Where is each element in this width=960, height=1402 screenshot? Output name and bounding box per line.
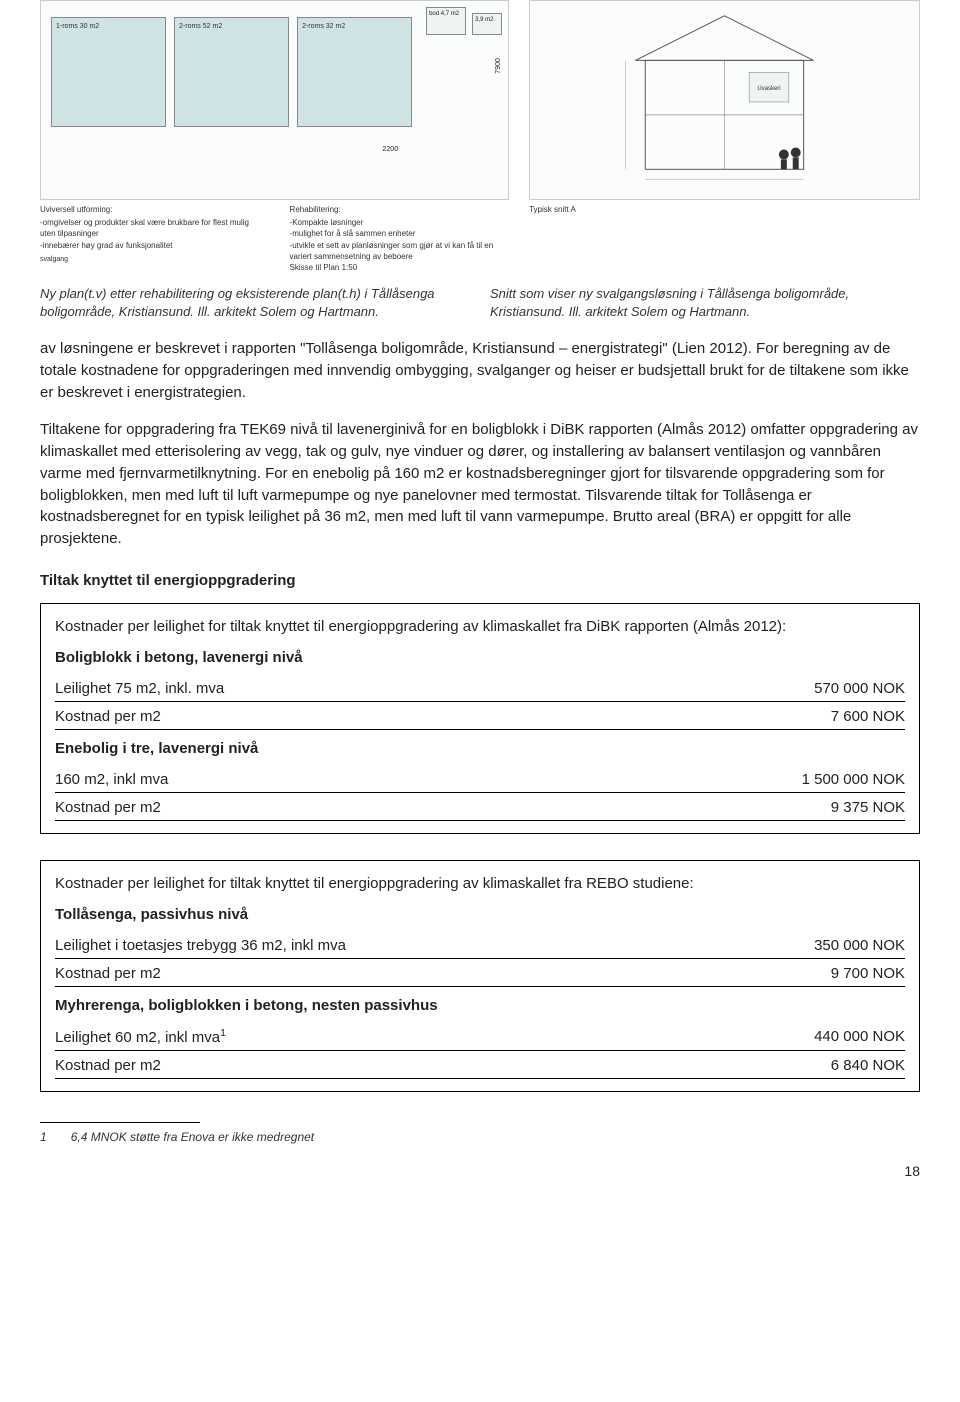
box2-row2-value: 9 700 NOK	[831, 963, 905, 984]
box2-row2-label: Kostnad per m2	[55, 963, 161, 984]
footnote-num: 1	[40, 1129, 47, 1146]
room-2: 2-roms 52 m2	[174, 17, 289, 127]
box1-row1-value: 570 000 NOK	[814, 678, 905, 699]
box1-row4: Kostnad per m2 9 375 NOK	[55, 793, 905, 821]
extra-room: 3,9 m2	[472, 13, 502, 35]
room-1: 1-roms 30 m2	[51, 17, 166, 127]
box1-row2-value: 7 600 NOK	[831, 706, 905, 727]
figure-floorplan: 1-roms 30 m2 2-roms 52 m2 2-roms 32 m2 b…	[40, 0, 509, 273]
box2-intro: Kostnader per leilighet for tiltak knytt…	[55, 873, 905, 894]
footnote-text: 6,4 MNOK støtte fra Enova er ikke medreg…	[71, 1129, 314, 1146]
notes-right-tail: Skisse til Plan 1:50	[290, 262, 510, 273]
section-label: Typisk snitt A	[529, 204, 920, 215]
box2-row4-value: 6 840 NOK	[831, 1055, 905, 1076]
section-notes: Typisk snitt A	[529, 204, 920, 215]
caption-right: Snitt som viser ny svalgangsløsning i Tå…	[490, 285, 920, 320]
captions-row: Ny plan(t.v) etter rehabilitering og eks…	[40, 285, 920, 320]
box1-section1-title: Boligblokk i betong, lavenergi nivå	[55, 647, 905, 668]
box1-row1-label: Leilighet 75 m2, inkl. mva	[55, 678, 224, 699]
footnote: 1 6,4 MNOK støtte fra Enova er ikke medr…	[40, 1129, 920, 1146]
floorplan-drawing: 1-roms 30 m2 2-roms 52 m2 2-roms 32 m2 b…	[40, 0, 509, 200]
box2-section2-title: Myhrerenga, boligblokken i betong, neste…	[55, 995, 905, 1016]
box2-row3: Leilighet 60 m2, inkl mva1 440 000 NOK	[55, 1022, 905, 1051]
notes-right-heading: Rehabilitering:	[290, 204, 510, 215]
section-room-label: Uvaskeri	[758, 86, 781, 92]
box1-row1: Leilighet 75 m2, inkl. mva 570 000 NOK	[55, 674, 905, 702]
notes-left-heading: Uviversell utforming:	[40, 204, 260, 215]
bod-room: bod 4,7 m2	[426, 7, 466, 35]
box2-row1-label: Leilighet i toetasjes trebygg 36 m2, ink…	[55, 935, 346, 956]
box2-section1-title: Tollåsenga, passivhus nivå	[55, 904, 905, 925]
footnote-ref: 1	[220, 1027, 226, 1039]
box1-row3-value: 1 500 000 NOK	[802, 769, 905, 790]
svalgang-label: svalgang	[40, 255, 260, 265]
box1-row3-label: 160 m2, inkl mva	[55, 769, 168, 790]
box2-row2: Kostnad per m2 9 700 NOK	[55, 959, 905, 987]
caption-left: Ny plan(t.v) etter rehabilitering og eks…	[40, 285, 470, 320]
box2-row3-label: Leilighet 60 m2, inkl mva1	[55, 1026, 226, 1048]
box1-row2-label: Kostnad per m2	[55, 706, 161, 727]
cost-box-rebo: Kostnader per leilighet for tiltak knytt…	[40, 860, 920, 1092]
dim-bottom: 2200	[383, 145, 399, 155]
box2-row3-value: 440 000 NOK	[814, 1026, 905, 1048]
box2-row1: Leilighet i toetasjes trebygg 36 m2, ink…	[55, 931, 905, 959]
box1-row4-value: 9 375 NOK	[831, 797, 905, 818]
section-drawing: Uvaskeri	[529, 0, 920, 200]
box1-row2: Kostnad per m2 7 600 NOK	[55, 702, 905, 730]
body-p1: av løsningene er beskrevet i rapporten "…	[40, 338, 920, 403]
box1-intro: Kostnader per leilighet for tiltak knytt…	[55, 616, 905, 637]
box1-row3: 160 m2, inkl mva 1 500 000 NOK	[55, 765, 905, 793]
dim-side: 7900	[493, 58, 503, 74]
figure-row: 1-roms 30 m2 2-roms 52 m2 2-roms 32 m2 b…	[40, 0, 920, 273]
box1-row4-label: Kostnad per m2	[55, 797, 161, 818]
box2-row1-value: 350 000 NOK	[814, 935, 905, 956]
notes-right-text: -Kompakte løsninger -mulighet for å slå …	[290, 217, 510, 262]
notes-left-text: -omgivelser og produkter skal være brukb…	[40, 217, 260, 251]
floorplan-notes: Uviversell utforming: -omgivelser og pro…	[40, 204, 509, 273]
figure-section: Uvaskeri Typisk snitt A	[529, 0, 920, 273]
box2-row4-label: Kostnad per m2	[55, 1055, 161, 1076]
box2-row4: Kostnad per m2 6 840 NOK	[55, 1051, 905, 1079]
subhead-energy: Tiltak knyttet til energioppgradering	[40, 570, 920, 591]
box1-section2-title: Enebolig i tre, lavenergi nivå	[55, 738, 905, 759]
cost-box-dibk: Kostnader per leilighet for tiltak knytt…	[40, 603, 920, 834]
room-3: 2-roms 32 m2	[297, 17, 412, 127]
body-p2: Tiltakene for oppgradering fra TEK69 niv…	[40, 419, 920, 550]
footnote-rule	[40, 1122, 200, 1123]
page-number: 18	[40, 1162, 920, 1182]
